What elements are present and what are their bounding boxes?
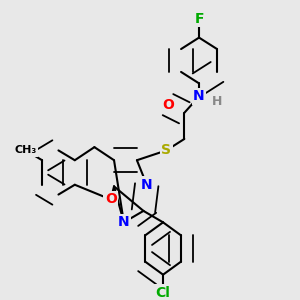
Text: H: H bbox=[212, 95, 222, 108]
Text: O: O bbox=[105, 193, 117, 206]
Text: N: N bbox=[141, 178, 152, 192]
Text: N: N bbox=[118, 215, 130, 229]
Text: S: S bbox=[161, 143, 171, 158]
Text: F: F bbox=[194, 12, 204, 26]
Text: N: N bbox=[193, 89, 205, 103]
Text: Cl: Cl bbox=[156, 286, 170, 300]
Text: CH₃: CH₃ bbox=[15, 146, 37, 155]
Text: O: O bbox=[162, 98, 174, 112]
